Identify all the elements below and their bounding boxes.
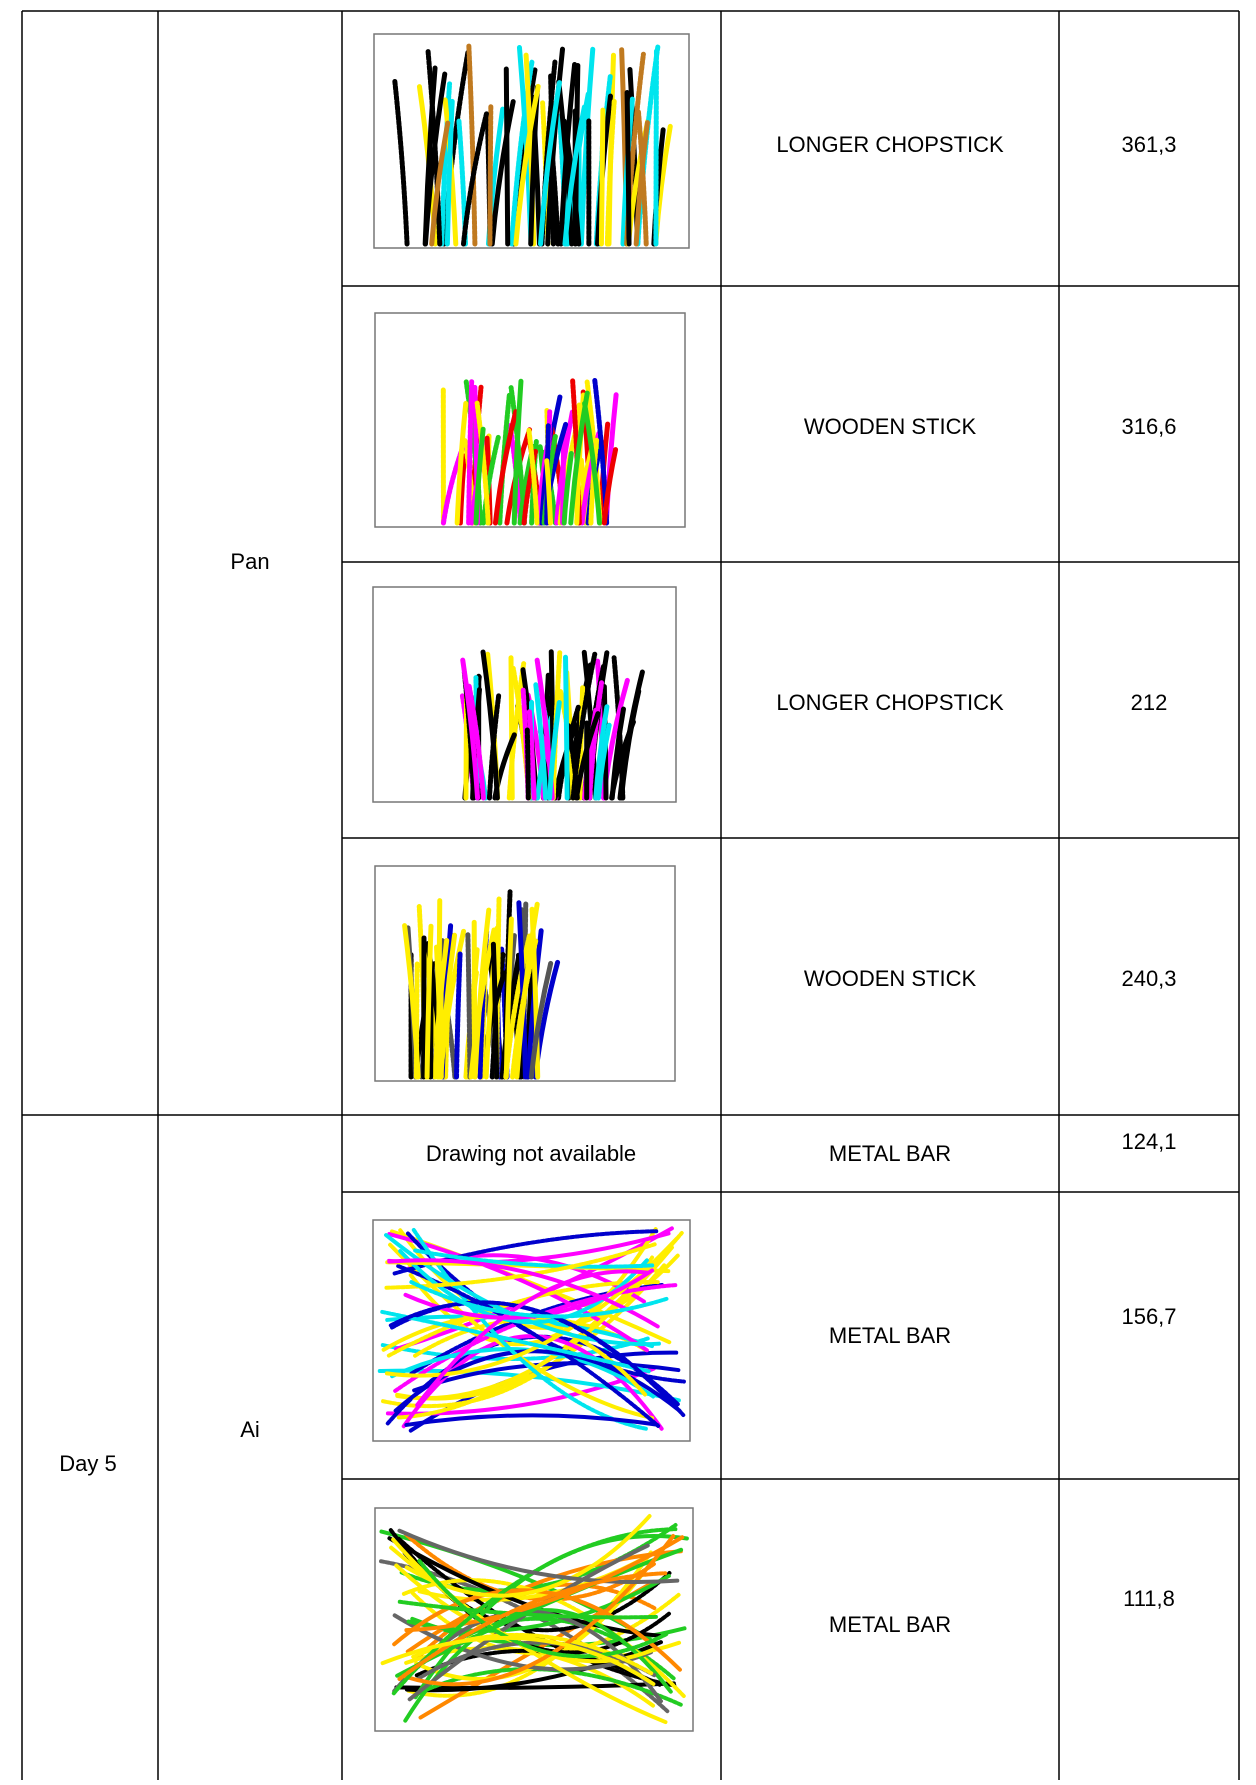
scribble-stroke	[527, 729, 528, 798]
tool-cell: WOODEN STICK	[804, 414, 977, 439]
drawing-thumbnail	[373, 587, 676, 802]
drawing-frame	[375, 313, 685, 527]
scribble-stroke	[493, 944, 496, 1077]
value-cell: 124,1	[1121, 1129, 1176, 1154]
drawing-thumbnail	[375, 1508, 693, 1731]
scribble-stroke	[468, 935, 470, 1077]
tool-cell: METAL BAR	[829, 1323, 951, 1348]
drawing-thumbnail	[375, 866, 675, 1081]
drawing-thumbnail	[373, 1220, 690, 1441]
drawing-note: Drawing not available	[426, 1141, 636, 1166]
drawing-thumbnail	[375, 313, 685, 527]
scribble-stroke	[469, 382, 472, 523]
value-cell: 240,3	[1121, 966, 1176, 991]
value-cell: 212	[1131, 690, 1168, 715]
scribble-stroke	[627, 93, 629, 244]
scribble-stroke	[566, 657, 568, 798]
tool-cell: METAL BAR	[829, 1141, 951, 1166]
value-cell: 361,3	[1121, 132, 1176, 157]
scribble-stroke	[506, 69, 507, 244]
name-cell: Ai	[240, 1417, 260, 1442]
scribble-stroke	[438, 901, 439, 1077]
value-cell: 111,8	[1123, 1586, 1175, 1611]
name-cell: Pan	[230, 549, 269, 574]
tool-cell: WOODEN STICK	[804, 966, 977, 991]
scribble-stroke	[656, 51, 657, 244]
value-cell: 156,7	[1121, 1304, 1176, 1329]
tool-cell: METAL BAR	[829, 1612, 951, 1637]
drawing-thumbnail	[374, 34, 689, 248]
scribble-stroke	[490, 107, 491, 244]
tool-cell: LONGER CHOPSTICK	[776, 132, 1004, 157]
value-cell: 316,6	[1121, 414, 1176, 439]
tool-cell: LONGER CHOPSTICK	[776, 690, 1004, 715]
scribble-stroke	[601, 110, 602, 244]
day-cell: Day 5	[59, 1451, 116, 1476]
